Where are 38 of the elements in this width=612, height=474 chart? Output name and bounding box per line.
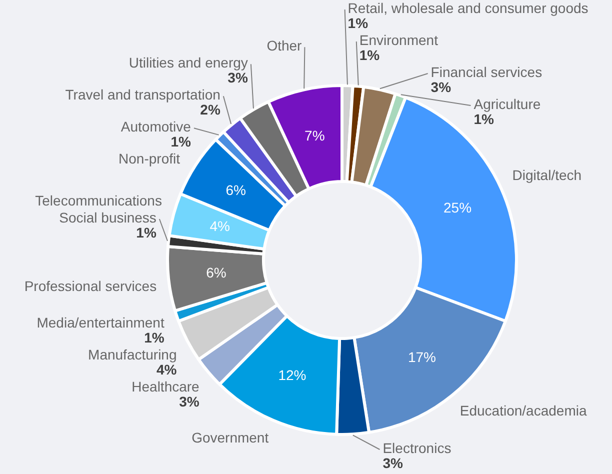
slice-label: Education/academia xyxy=(460,402,587,418)
data-label: 1% xyxy=(136,224,157,240)
slice-label: Travel and transportation xyxy=(65,86,220,102)
data-label: 3% xyxy=(179,394,200,410)
slice-label: Agriculture xyxy=(474,96,541,112)
slice-label: Non-profit xyxy=(118,150,180,166)
slice-label: Retail, wholesale and consumer goods xyxy=(348,0,588,16)
data-label: 3% xyxy=(382,454,404,471)
slice-label: Healthcare xyxy=(132,378,200,395)
data-label: 12% xyxy=(278,367,306,384)
data-label: 1% xyxy=(348,14,369,31)
data-label: 25% xyxy=(444,199,472,216)
slice-label: Other xyxy=(266,37,302,54)
data-label: 17% xyxy=(408,348,436,365)
data-label: 4% xyxy=(156,362,178,378)
slice-label: Government xyxy=(192,429,269,446)
slice-label: Professional services xyxy=(24,278,157,294)
slice-label: Utilities and energy xyxy=(128,54,248,70)
slice-label: Automotive xyxy=(120,118,192,134)
slice-label: Financial services xyxy=(430,64,542,80)
slice-label: Electronics xyxy=(382,440,452,456)
slice-label: Environment xyxy=(359,32,438,48)
data-label: 3% xyxy=(228,69,248,86)
data-label: 6% xyxy=(226,182,246,198)
slice-label: Telecommunications xyxy=(35,192,162,208)
data-label: 1% xyxy=(144,330,165,346)
slice-label: Social business xyxy=(59,209,156,226)
data-label: 1% xyxy=(170,133,192,150)
data-label: 3% xyxy=(430,78,452,95)
data-label: 1% xyxy=(359,46,380,63)
data-label: 1% xyxy=(474,110,495,127)
slice-label: Media/entertainment xyxy=(36,314,164,331)
data-label: 4% xyxy=(210,218,230,234)
slice-label: Digital/tech xyxy=(512,166,582,183)
data-label: 6% xyxy=(206,264,226,281)
slice-label: Manufacturing xyxy=(88,346,177,363)
data-label: 2% xyxy=(200,101,221,118)
data-label: 7% xyxy=(304,127,325,144)
